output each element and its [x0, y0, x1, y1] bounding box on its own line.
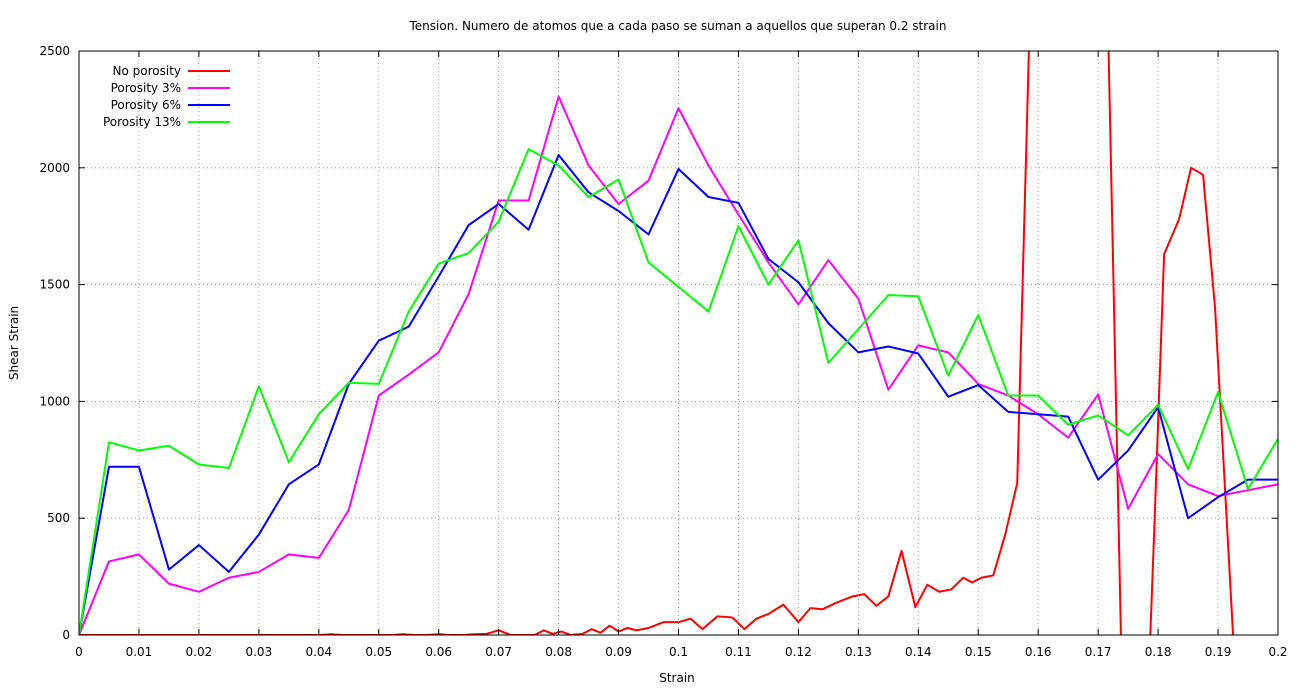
x-tick-label: 0.12 [785, 645, 812, 659]
x-tick-label: 0.05 [365, 645, 392, 659]
y-tick-label: 500 [47, 511, 70, 525]
y-tick-label: 2000 [39, 161, 70, 175]
plot-series [79, 51, 1278, 635]
y-tick-label: 0 [62, 628, 70, 642]
legend-label: Porosity 13% [103, 115, 181, 129]
x-tick-label: 0 [75, 645, 83, 659]
series-line-porosity-6 [79, 153, 1278, 635]
x-tick-label: 0.03 [245, 645, 272, 659]
y-tick-label: 1500 [39, 278, 70, 292]
x-tick-label: 0.06 [425, 645, 452, 659]
x-tick-label: 0.2 [1268, 645, 1287, 659]
y-tick-label: 1000 [39, 394, 70, 408]
series-line-no-porosity [79, 51, 1030, 635]
x-tick-label: 0.19 [1205, 645, 1232, 659]
legend-label: Porosity 6% [111, 98, 181, 112]
gridlines [79, 51, 1278, 635]
series-line-porosity-13 [79, 148, 1278, 635]
x-tick-label: 0.09 [605, 645, 632, 659]
series-line-no-porosity [1149, 166, 1235, 635]
x-tick-label: 0.1 [669, 645, 688, 659]
x-tick-label: 0.17 [1085, 645, 1112, 659]
x-tick-label: 0.07 [485, 645, 512, 659]
x-tick-label: 0.01 [126, 645, 153, 659]
x-axis-label: Strain [659, 671, 695, 685]
x-tick-label: 0.04 [305, 645, 332, 659]
chart-title: Tension. Numero de atomos que a cada pas… [409, 19, 947, 33]
x-tick-label: 0.11 [725, 645, 752, 659]
series-lines [79, 51, 1278, 635]
x-tick-label: 0.16 [1025, 645, 1052, 659]
axis-ticks: 0 0.01 0.02 0.03 0.04 0.05 0.06 0.07 0.08 0.09 0.1… [39, 44, 1287, 659]
x-tick-label: 0.18 [1145, 645, 1172, 659]
series-line-no-porosity [1107, 51, 1122, 635]
legend-label: No porosity [113, 64, 182, 78]
x-tick-label: 0.14 [905, 645, 932, 659]
x-tick-label: 0.08 [545, 645, 572, 659]
x-tick-label: 0.15 [965, 645, 992, 659]
legend: No porosity Porosity 3% Porosity 6% Porosit… [103, 64, 230, 129]
series-line-porosity-3 [79, 95, 1278, 635]
legend-label: Porosity 3% [111, 81, 181, 95]
y-tick-label: 2500 [39, 44, 70, 58]
x-tick-label: 0.13 [845, 645, 872, 659]
y-axis-label: Shear Strain [7, 306, 21, 380]
x-tick-label: 0.02 [186, 645, 213, 659]
